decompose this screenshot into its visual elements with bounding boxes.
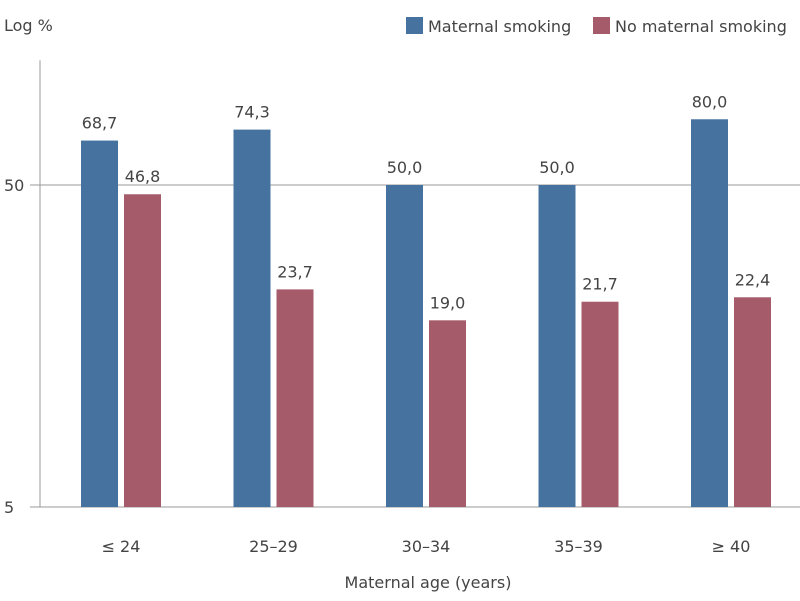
bar xyxy=(538,185,576,507)
bar xyxy=(581,301,619,507)
bar xyxy=(81,140,118,507)
legend-label-maternal-smoking: Maternal smoking xyxy=(428,17,571,36)
data-label: 80,0 xyxy=(692,92,728,111)
data-label: 19,0 xyxy=(430,293,466,312)
data-label: 21,7 xyxy=(582,275,618,294)
x-tick-label: ≥ 40 xyxy=(712,537,751,556)
x-tick-label: 35–39 xyxy=(554,537,603,556)
data-label: 74,3 xyxy=(234,103,270,122)
y-axis-label: Log % xyxy=(4,16,53,35)
bar xyxy=(734,297,771,507)
x-tick-label: 25–29 xyxy=(249,537,298,556)
data-label: 22,4 xyxy=(735,270,771,289)
data-label: 46,8 xyxy=(125,167,161,186)
legend-label-no-maternal-smoking: No maternal smoking xyxy=(615,17,787,36)
x-tick-label: 30–34 xyxy=(402,537,451,556)
data-label: 23,7 xyxy=(277,262,313,281)
y-tick-label: 5 xyxy=(4,498,14,517)
bar xyxy=(276,289,314,507)
bar xyxy=(233,129,271,508)
legend: Maternal smoking No maternal smoking xyxy=(406,17,787,36)
data-label: 68,7 xyxy=(82,114,118,133)
bar xyxy=(124,194,161,507)
legend-swatch-no-maternal-smoking xyxy=(593,17,610,34)
bar xyxy=(429,320,466,507)
x-tick-label: ≤ 24 xyxy=(102,537,141,556)
legend-swatch-maternal-smoking xyxy=(406,17,423,34)
bar xyxy=(386,185,423,507)
data-label: 50,0 xyxy=(539,158,575,177)
y-tick-label: 50 xyxy=(4,176,24,195)
x-axis-label: Maternal age (years) xyxy=(345,573,512,592)
data-label: 50,0 xyxy=(387,158,423,177)
bar xyxy=(691,119,728,507)
